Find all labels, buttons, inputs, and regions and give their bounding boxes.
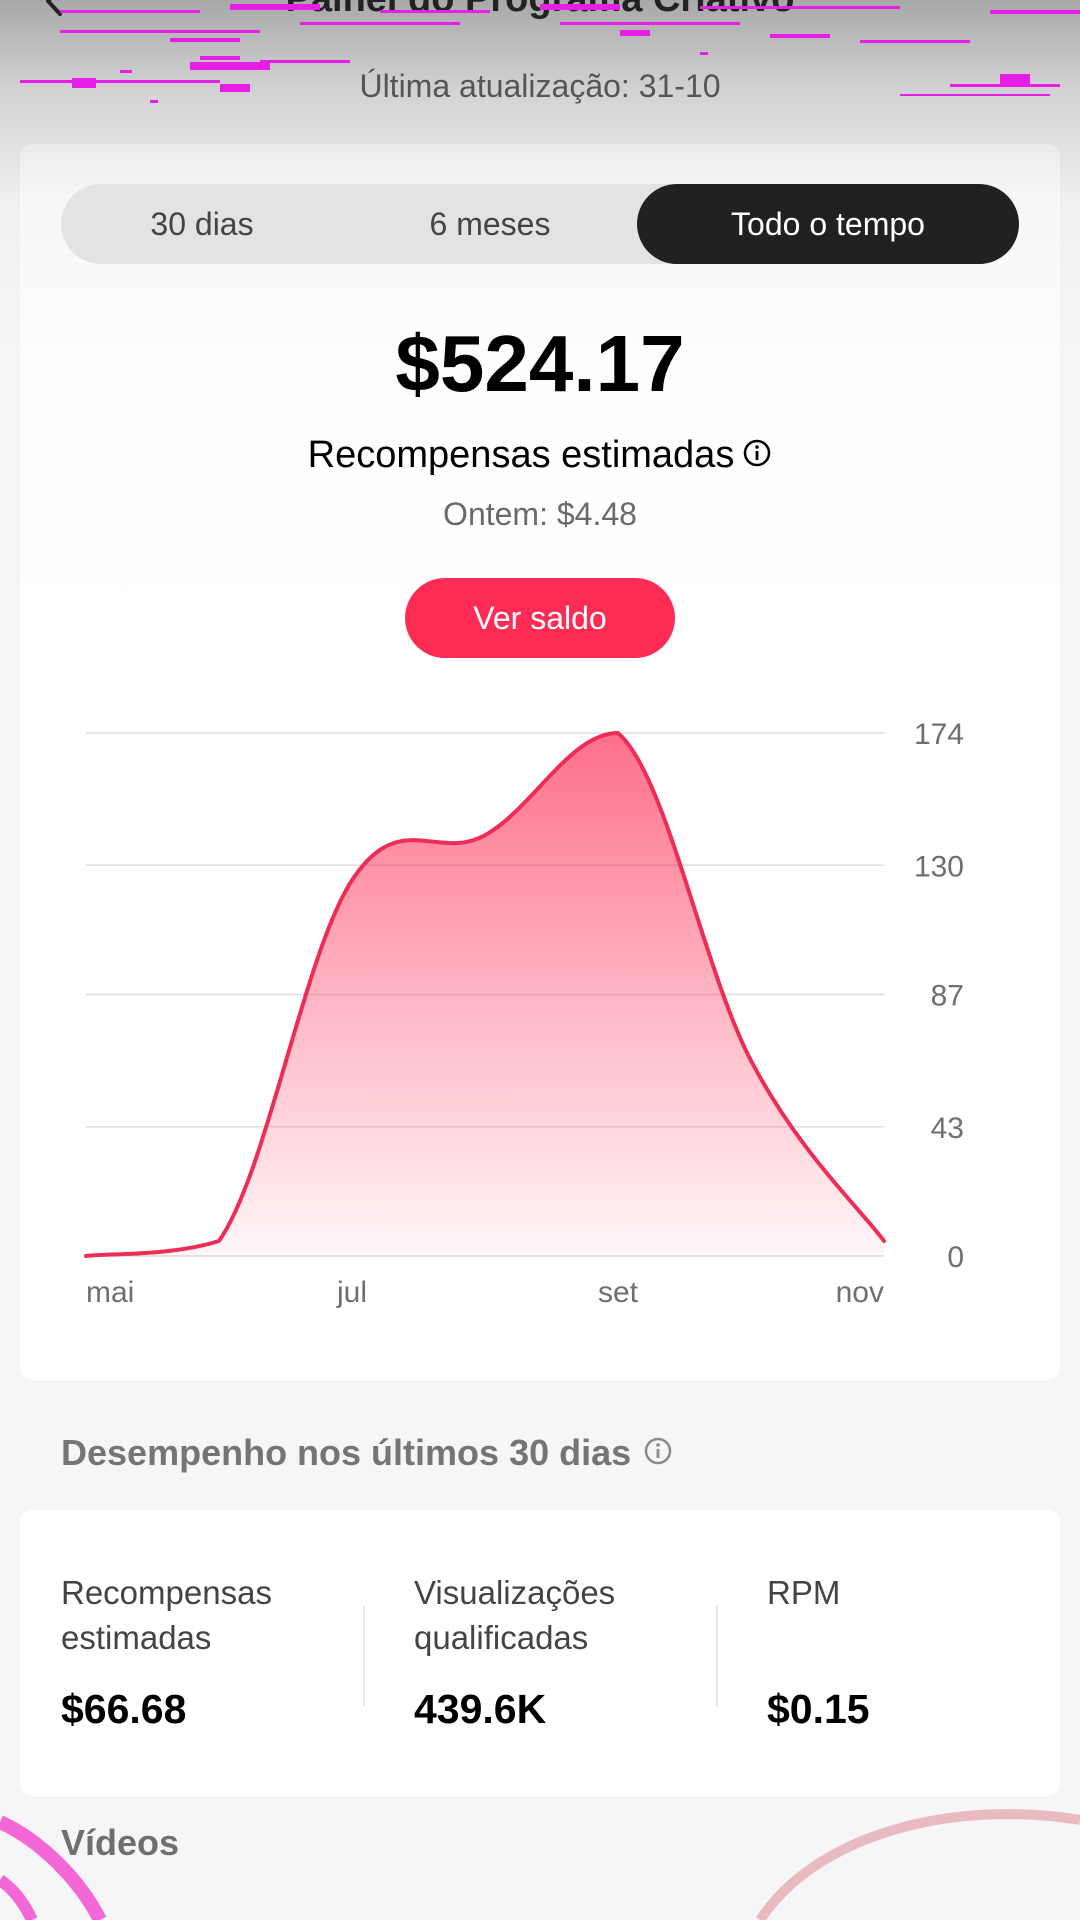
stat-value: $66.68 <box>61 1686 187 1732</box>
x-axis-tick-label: jul <box>336 1276 367 1309</box>
y-axis-tick-label: 174 <box>914 718 964 751</box>
tab-6-months[interactable]: 6 meses <box>429 206 551 242</box>
estimated-rewards-text: Recompensas estimadas <box>307 434 735 476</box>
stat-value: $0.15 <box>767 1686 870 1732</box>
performance-info-icon[interactable] <box>643 1436 673 1466</box>
stat-divider <box>716 1606 718 1706</box>
rewards-area-chart: 0 43 87 130 174 mai jul set nov <box>84 718 964 1309</box>
y-axis-tick-label: 130 <box>914 850 964 883</box>
x-axis-tick-label: set <box>598 1276 639 1309</box>
back-arrow-icon[interactable] <box>40 0 70 16</box>
yesterday-rewards: Ontem: $4.48 <box>443 496 637 532</box>
stat-divider <box>363 1606 365 1706</box>
view-balance-button[interactable]: Ver saldo <box>405 578 675 658</box>
stat-estimated-rewards[interactable]: Recompensas estimadas $66.68 <box>20 1510 373 1796</box>
last-updated-text: Última atualização: 31-10 <box>359 68 721 104</box>
total-rewards-amount: $524.17 <box>395 319 685 408</box>
performance-title-text: Desempenho nos últimos 30 dias <box>61 1432 632 1473</box>
info-icon[interactable] <box>742 438 772 468</box>
performance-section-title: Desempenho nos últimos 30 dias <box>61 1432 673 1474</box>
stat-label: Visualizações qualificadas <box>414 1574 616 1656</box>
x-axis-tick-label: nov <box>836 1276 884 1309</box>
performance-stats-card: Recompensas estimadas $66.68 Visualizaçõ… <box>20 1510 1060 1796</box>
tab-30-days[interactable]: 30 dias <box>150 206 254 242</box>
y-axis-tick-label: 0 <box>947 1241 964 1274</box>
period-selector: 30 dias 6 meses Todo o tempo <box>61 184 1019 264</box>
tab-all-time[interactable]: Todo o tempo <box>637 184 1019 264</box>
x-axis-tick-label: mai <box>86 1276 134 1309</box>
stat-qualified-views[interactable]: Visualizações qualificadas 439.6K <box>373 1510 726 1796</box>
y-axis-tick-label: 43 <box>931 1112 964 1145</box>
stat-rpm[interactable]: RPM $0.15 <box>726 1510 1060 1796</box>
chart-area-fill <box>86 733 884 1256</box>
videos-section-title: Vídeos <box>61 1822 180 1863</box>
estimated-rewards-label: Recompensas estimadas <box>0 434 1080 477</box>
y-axis-tick-label: 87 <box>931 980 964 1013</box>
stat-value: 439.6K <box>414 1686 547 1732</box>
stat-label: Recompensas estimadas <box>61 1574 272 1656</box>
stat-label: RPM <box>767 1574 841 1611</box>
chart-series-line <box>84 731 886 1258</box>
page-title: Painel do Programa Criativo <box>0 0 1080 21</box>
